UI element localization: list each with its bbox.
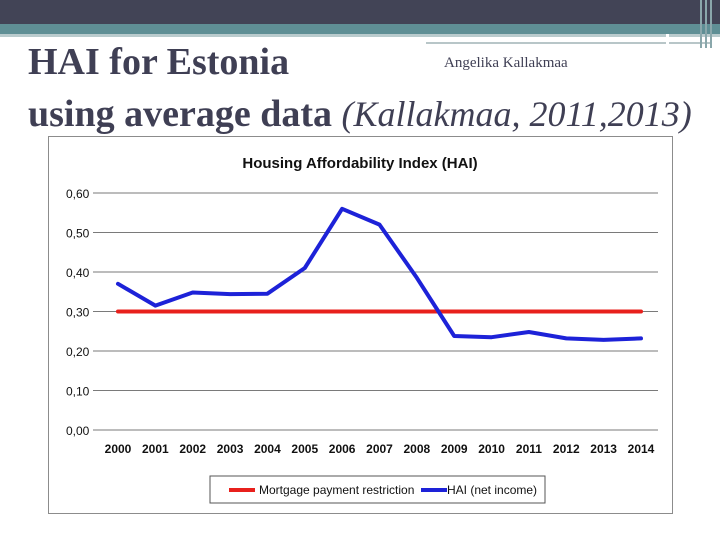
y-tick-label: 0,30 — [66, 306, 90, 320]
x-tick-label: 2013 — [590, 442, 617, 456]
y-tick-label: 0,60 — [66, 187, 90, 201]
slide-title-line1: HAI for Estonia — [28, 41, 290, 83]
x-tick-label: 2002 — [179, 442, 206, 456]
x-tick-label: 2014 — [628, 442, 655, 456]
y-tick-label: 0,40 — [66, 266, 90, 280]
x-tick-label: 2012 — [553, 442, 580, 456]
y-tick-label: 0,10 — [66, 385, 90, 399]
header-bar — [0, 0, 720, 24]
slide-author: Angelika Kallakmaa — [444, 55, 568, 71]
hai-series-line — [116, 206, 643, 342]
header-stripe-light — [0, 34, 720, 37]
header-stripe — [0, 24, 720, 34]
x-tick-label: 2010 — [478, 442, 505, 456]
x-tick-label: 2007 — [366, 442, 393, 456]
x-tick-label: 2006 — [329, 442, 356, 456]
x-tick-label: 2000 — [105, 442, 132, 456]
x-tick-label: 2011 — [516, 442, 542, 456]
x-tick-label: 2005 — [291, 442, 318, 456]
hai-line-chart: Housing Affordability Index (HAI) 0,00 0,1… — [66, 155, 658, 504]
legend-label: HAI (net income) — [447, 483, 537, 497]
chart-frame: Housing Affordability Index (HAI) 0,00 0,1… — [48, 136, 673, 514]
x-tick-label: 2009 — [441, 442, 468, 456]
x-tick-label: 2004 — [254, 442, 281, 456]
x-tick-label: 2003 — [217, 442, 244, 456]
title-line2-text: using average data — [28, 93, 342, 135]
x-tick-label: 2001 — [142, 442, 169, 456]
decorative-notch — [666, 34, 669, 48]
legend-box — [209, 475, 546, 504]
corner-decoration — [698, 0, 714, 48]
slide-title-line2: using average data (Kallakmaa, 2011,2013… — [28, 92, 692, 136]
decorative-rule — [426, 42, 710, 44]
chart-title: Housing Affordability Index (HAI) — [242, 155, 477, 172]
y-tick-label: 0,50 — [66, 227, 90, 241]
title-citation: (Kallakmaa, 2011,2013) — [341, 94, 692, 134]
y-tick-label: 0,00 — [66, 424, 90, 438]
x-tick-label: 2008 — [404, 442, 431, 456]
y-tick-label: 0,20 — [66, 345, 90, 359]
legend-label: Mortgage payment restriction — [259, 483, 414, 497]
